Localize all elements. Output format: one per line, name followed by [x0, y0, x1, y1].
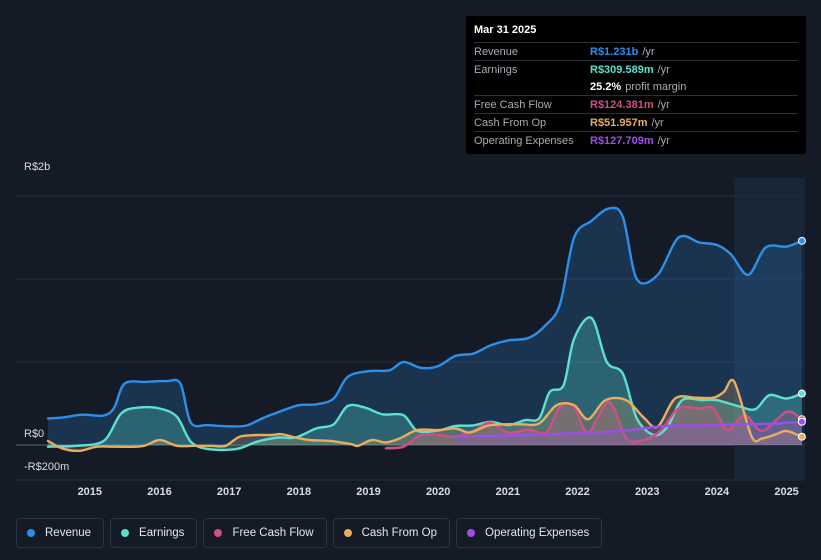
x-tick-label: 2022 [565, 486, 589, 498]
line-earnings [46, 316, 804, 452]
tooltip-label: Cash From Op [474, 116, 547, 129]
tooltip-value: R$309.589m [590, 63, 654, 76]
legend-dot-icon [343, 529, 352, 537]
legend-item-earnings[interactable]: Earnings [110, 518, 198, 548]
end-point-cfo [797, 432, 806, 441]
legend-label: Cash From Op [361, 527, 438, 539]
line-revenue [46, 206, 804, 428]
x-tick-label: 2021 [496, 486, 520, 498]
x-tick-label: 2015 [78, 486, 102, 498]
x-tick-label: 2023 [635, 486, 659, 498]
legend-item-cfo[interactable]: Cash From Op [332, 518, 451, 548]
tooltip-label: Revenue [474, 45, 519, 58]
x-tick-label: 2025 [774, 486, 798, 498]
tooltip-value: R$51.957m [590, 116, 648, 129]
legend-label: Free Cash Flow [232, 527, 314, 539]
forecast-band [734, 178, 805, 480]
area-cfo [48, 379, 802, 451]
tooltip-unit: /yr [657, 98, 670, 111]
legend: Revenue Earnings Free Cash Flow Cash Fro… [16, 518, 603, 548]
x-axis-labels: 2015 2016 2017 2018 2019 2020 2021 2022 2023 2024… [78, 486, 799, 498]
legend-item-opex[interactable]: Operating Expenses [456, 518, 603, 548]
tooltip-label: Operating Expenses [474, 134, 574, 147]
area-opex [455, 421, 802, 445]
tooltip-row-cfo: Cash From Op R$51.957m /yr [474, 113, 798, 131]
tooltip-date: Mar 31 2025 [474, 24, 537, 36]
legend-dot-icon [121, 529, 130, 537]
x-tick-label: 2018 [287, 486, 311, 498]
legend-dot-icon [214, 529, 223, 537]
series-end-markers [797, 236, 806, 441]
x-tick-label: 2016 [147, 486, 171, 498]
tooltip-unit: /yr [651, 116, 664, 129]
tooltip-panel: Mar 31 2025 Revenue R$1.231b /yr Earning… [466, 16, 806, 154]
legend-label: Operating Expenses [485, 527, 590, 539]
tooltip-row-profit-margin: 25.2% profit margin [474, 78, 798, 95]
tooltip-label: Free Cash Flow [474, 98, 552, 111]
legend-label: Revenue [45, 527, 92, 539]
tooltip-unit: /yr [657, 134, 670, 147]
tooltip-unit: /yr [642, 45, 655, 58]
area-revenue [48, 207, 802, 445]
legend-label: Earnings [139, 527, 185, 539]
y-tick-label: R$2b [24, 161, 50, 173]
tooltip-unit: /yr [657, 63, 670, 76]
legend-dot-icon [27, 529, 35, 537]
tooltip-row-fcf: Free Cash Flow R$124.381m /yr [474, 95, 798, 113]
x-tick-label: 2019 [356, 486, 380, 498]
legend-item-revenue[interactable]: Revenue [16, 518, 105, 548]
x-tick-label: 2024 [705, 486, 730, 498]
line-cfo [46, 378, 804, 453]
tooltip-value: 25.2% [590, 80, 622, 93]
x-tick-label: 2017 [217, 486, 241, 498]
tooltip-value: R$1.231b [590, 45, 639, 58]
tooltip-row-earnings: Earnings R$309.589m /yr [474, 60, 798, 78]
end-point-earnings [797, 389, 806, 398]
tooltip-label: Earnings [474, 63, 518, 76]
series-lines [46, 206, 804, 453]
legend-item-fcf[interactable]: Free Cash Flow [203, 518, 327, 548]
tooltip-value: R$127.709m [590, 134, 654, 147]
y-tick-label: R$0 [24, 428, 44, 440]
tooltip-row-opex: Operating Expenses R$127.709m /yr [474, 131, 798, 149]
legend-dot-icon [467, 529, 476, 537]
line-opex [454, 420, 804, 438]
tooltip-unit: profit margin [625, 80, 687, 93]
x-tick-label: 2020 [426, 486, 450, 498]
y-axis-labels: R$2b R$0 -R$200m [24, 161, 69, 473]
end-point-revenue [797, 236, 806, 245]
tooltip-row-revenue: Revenue R$1.231b /yr [474, 42, 798, 60]
tooltip-value: R$124.381m [590, 98, 654, 111]
area-earnings [48, 317, 802, 450]
y-tick-label: -R$200m [24, 461, 69, 473]
series-areas [48, 207, 802, 451]
end-point-opex [797, 417, 806, 426]
